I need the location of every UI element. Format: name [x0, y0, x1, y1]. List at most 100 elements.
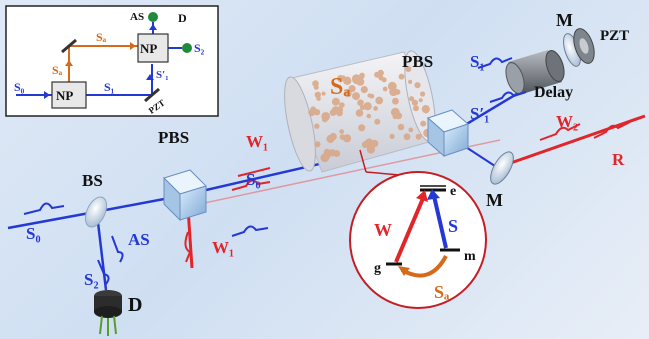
r-label: R — [612, 150, 625, 169]
atom-dot — [374, 118, 381, 125]
inset-as-label: AS — [130, 11, 144, 23]
atom-dot — [418, 98, 423, 103]
atom-dot — [313, 109, 321, 116]
pulse-icons — [23, 57, 631, 285]
pbs-right-label: PBS — [402, 52, 434, 71]
atom-dot — [373, 106, 378, 111]
pbs-right-cube — [427, 109, 469, 158]
atom-dot — [352, 92, 360, 101]
atom-dot — [397, 123, 405, 131]
pbs-left-label: PBS — [158, 128, 190, 147]
atom-dot — [313, 84, 319, 90]
level-m-label: m — [464, 249, 476, 264]
atom-dot — [389, 133, 395, 139]
inset-sa-left-label: Sₐ — [52, 63, 63, 77]
atom-dot — [408, 79, 413, 84]
atom-dot — [321, 91, 326, 96]
w1-top-label: W₁ — [246, 132, 269, 151]
energy-level-diagram — [349, 171, 487, 309]
mirror-top-pzt — [563, 28, 595, 67]
atom-dot — [390, 107, 400, 117]
atom-dot — [352, 74, 361, 83]
atom-dot — [367, 93, 372, 98]
atom-dot — [413, 105, 419, 112]
inset-np-right-label: NP — [140, 41, 157, 56]
atom-dot — [374, 71, 381, 78]
atom-dot — [366, 113, 372, 119]
atom-dot — [336, 106, 344, 113]
atom-dot — [339, 102, 345, 108]
atom-dot — [370, 139, 379, 148]
s0-main-label: S₀ — [26, 224, 41, 243]
inset-s2-label: S₂ — [194, 41, 205, 55]
atom-dot — [344, 89, 352, 98]
sa-cell-label: Sₐ — [330, 74, 351, 100]
level-w-label: W — [374, 220, 392, 240]
atom-dot — [357, 99, 364, 106]
beam-paths — [7, 66, 646, 291]
pzt-label: PZT — [600, 28, 630, 44]
delay-line — [505, 50, 565, 94]
atom-dot — [358, 124, 366, 132]
level-sa-label: Sₐ — [434, 282, 450, 302]
atom-dot — [366, 145, 376, 154]
atom-dot — [321, 116, 328, 123]
atom-dot — [331, 97, 340, 106]
s1-top-label: S₁ — [470, 52, 485, 71]
inset-detector-s2-icon — [182, 43, 192, 53]
level-s-label: S — [448, 216, 458, 236]
atom-dot — [361, 141, 369, 149]
atom-dot — [314, 123, 320, 129]
inset-np-left — [51, 81, 87, 109]
atom-dot — [381, 77, 387, 83]
bs-label: BS — [82, 171, 103, 190]
atom-dot — [348, 85, 356, 93]
atom-dot — [360, 86, 368, 94]
atom-dot — [308, 109, 316, 117]
atom-dot — [314, 91, 321, 99]
atom-dot — [398, 73, 405, 80]
atom-dot — [316, 96, 321, 101]
atom-dot — [409, 96, 415, 102]
atom-dot — [403, 133, 411, 141]
atom-dot — [375, 96, 384, 105]
atom-dot — [414, 82, 421, 89]
atom-dot — [405, 66, 412, 72]
s0-mid-label: S₀ — [246, 170, 261, 189]
atom-dot — [314, 141, 321, 148]
atom-dot — [392, 97, 399, 105]
s1p-main-label: S′₁ — [470, 104, 490, 123]
atom-dot — [415, 133, 422, 140]
as-label: AS — [128, 230, 150, 249]
atom-dot — [341, 75, 346, 80]
inset-sa-top-label: Sₐ — [96, 30, 107, 44]
atom-dot — [420, 91, 426, 97]
inset-s1-label: S₁ — [104, 80, 115, 94]
atom-dot — [339, 134, 346, 140]
mirror-bottom — [490, 151, 514, 185]
mirror-bottom-label: M — [486, 190, 503, 210]
inset-s0-label: S₀ — [14, 80, 25, 94]
atom-dot — [382, 86, 388, 92]
inset-np-left-label: NP — [56, 88, 73, 103]
s2-label: S₂ — [84, 270, 99, 289]
detector-main-label: D — [128, 294, 143, 316]
level-g-label: g — [374, 261, 381, 276]
atom-dot — [363, 102, 372, 111]
inset-schematic — [5, 5, 219, 117]
level-e-label: e — [450, 184, 456, 199]
mirror-top-label: M — [556, 10, 573, 30]
atom-dot — [389, 87, 398, 97]
beam-splitter — [84, 196, 108, 228]
inset-np-right — [137, 33, 169, 63]
w2-label: W₂ — [556, 112, 579, 131]
delay-label: Delay — [534, 84, 574, 101]
atom-dot — [355, 109, 364, 117]
atom-dot — [333, 150, 341, 157]
w1-bottom-label: W₁ — [212, 238, 235, 257]
atom-dot — [408, 127, 414, 133]
pbs-left-cube — [163, 169, 207, 222]
atom-dot — [339, 129, 345, 135]
